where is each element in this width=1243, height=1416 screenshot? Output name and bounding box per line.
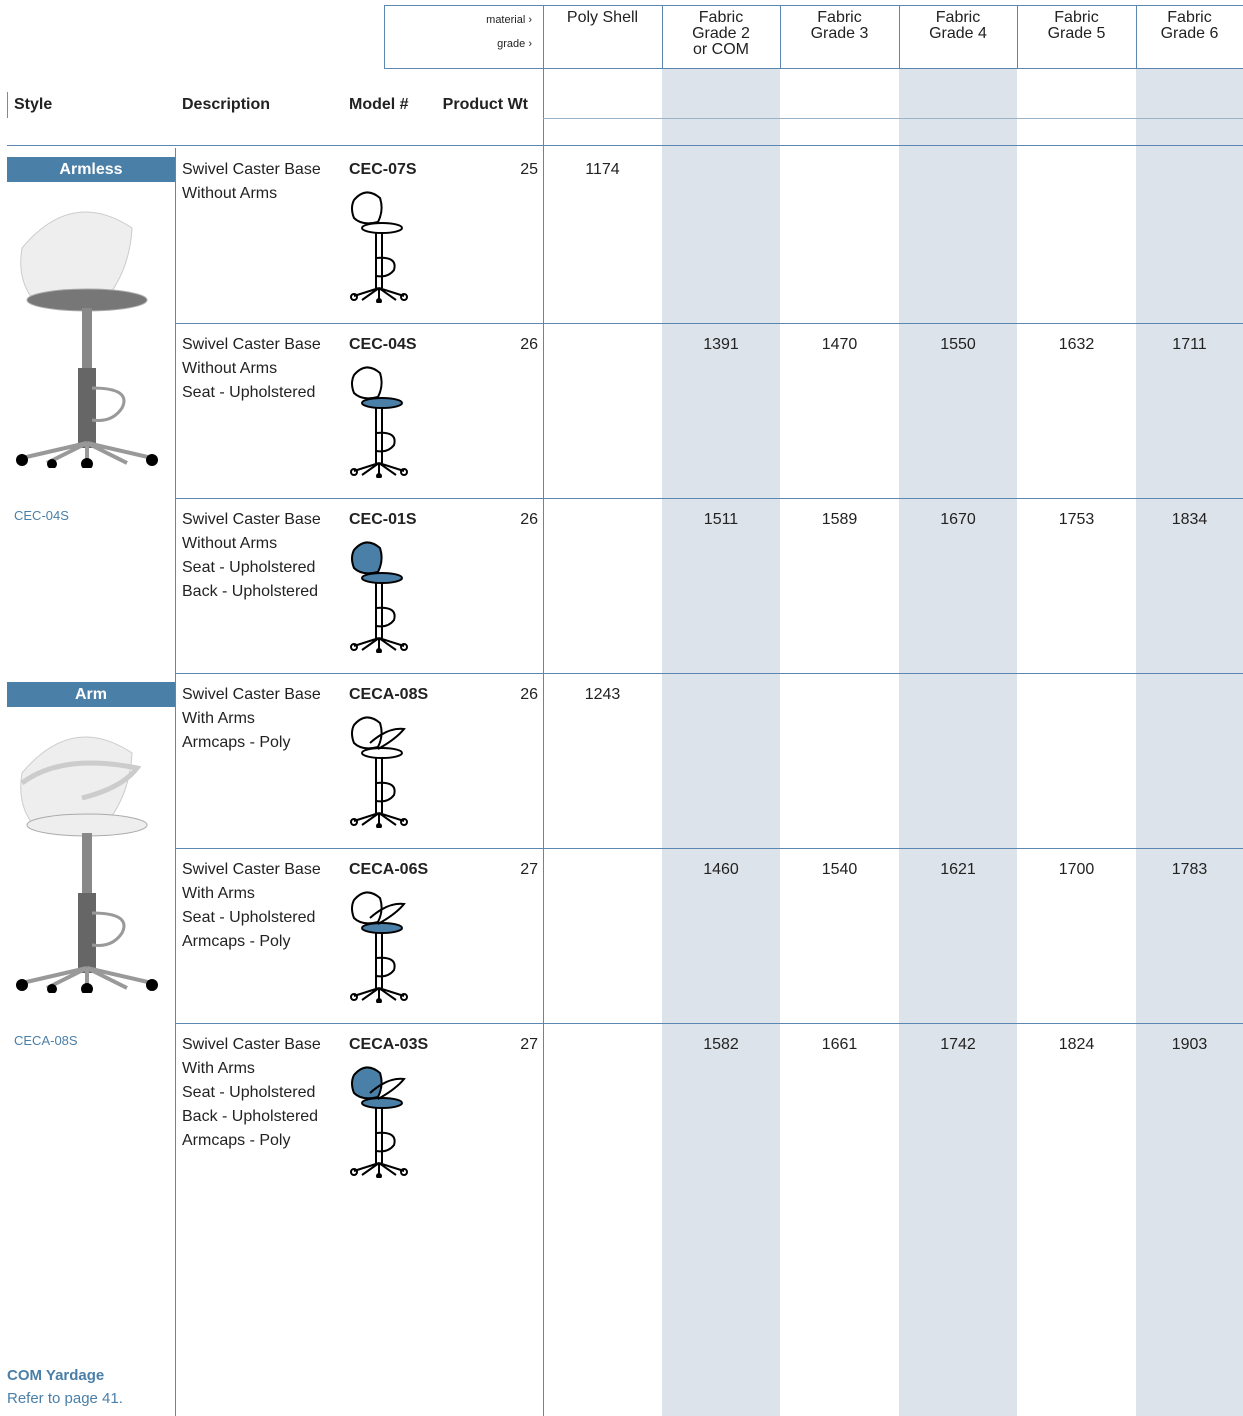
- price: 1753: [1058, 511, 1095, 528]
- price: 1700: [1058, 861, 1095, 878]
- price: 1632: [1058, 336, 1095, 353]
- style-tag: Armless: [7, 157, 175, 182]
- price: 1670: [940, 511, 976, 528]
- model-icon: [348, 713, 410, 833]
- chair-icon: [350, 191, 408, 304]
- price: 1742: [940, 1036, 976, 1053]
- price: 1391: [703, 336, 739, 353]
- price: 1824: [1058, 1036, 1095, 1053]
- price: 1711: [1172, 336, 1207, 353]
- column-shade: [899, 68, 1017, 1416]
- column-line: [662, 5, 663, 69]
- column-header: Fabric Grade 4: [929, 9, 987, 42]
- model: CECA-08S: [349, 686, 429, 703]
- weight: 26: [520, 336, 538, 353]
- price: 1550: [940, 336, 976, 353]
- column-title: Description: [182, 96, 271, 113]
- desc-line: [175, 148, 176, 1416]
- chair-icon: [350, 366, 408, 479]
- chair-icon: [350, 541, 408, 654]
- column-header: Fabric Grade 5: [1047, 9, 1106, 42]
- model-icon: [348, 188, 410, 308]
- column-shade: [662, 68, 780, 1416]
- model-icon: [348, 1063, 410, 1183]
- column-header: Poly Shell: [566, 9, 639, 26]
- price: 1460: [703, 861, 739, 878]
- image-caption: CEC-04S: [14, 508, 69, 523]
- header-line: [384, 5, 385, 69]
- column-line: [1017, 5, 1018, 69]
- column-title: Style: [14, 96, 53, 113]
- column-line: [1136, 5, 1137, 69]
- header-tick: [7, 92, 8, 118]
- row-line: [175, 848, 1243, 849]
- price: 1621: [940, 861, 976, 878]
- price: 1243: [584, 686, 621, 703]
- chair-photo: [16, 736, 158, 995]
- chair-photo: [16, 211, 158, 470]
- price: 1783: [1171, 861, 1208, 878]
- description: Swivel Caster Base With Arms Seat - Upho…: [182, 1036, 321, 1149]
- model-icon: [348, 888, 410, 1008]
- header-line: [543, 118, 1243, 119]
- footer-title: COM Yardage: [7, 1367, 105, 1384]
- weight: 26: [520, 511, 538, 528]
- weight: 27: [520, 861, 538, 878]
- chair-icon: [350, 891, 408, 1004]
- model: CECA-03S: [349, 1036, 429, 1053]
- column-line: [899, 5, 900, 69]
- chair-icon: [350, 1066, 408, 1179]
- weight: 25: [520, 161, 538, 178]
- model-icon: [348, 363, 410, 483]
- row-line: [175, 323, 1243, 324]
- price: 1582: [703, 1036, 739, 1053]
- column-header: Fabric Grade 6: [1160, 9, 1219, 42]
- price: 1834: [1171, 511, 1208, 528]
- weight: 26: [520, 686, 538, 703]
- column-line: [780, 5, 781, 69]
- header-line: [7, 145, 1243, 146]
- description: Swivel Caster Base With Arms Armcaps - P…: [182, 686, 321, 751]
- style-photo: [12, 188, 162, 473]
- image-caption: CECA-08S: [14, 1033, 78, 1048]
- model: CEC-01S: [349, 511, 417, 528]
- chair-icon: [350, 716, 408, 829]
- weight: 27: [520, 1036, 538, 1053]
- header-line: [384, 68, 1243, 69]
- price: 1661: [821, 1036, 858, 1053]
- model: CEC-07S: [349, 161, 417, 178]
- price: 1903: [1171, 1036, 1208, 1053]
- model-icon: [348, 538, 410, 658]
- column-shade: [1136, 68, 1243, 1416]
- price: 1511: [703, 511, 739, 528]
- description: Swivel Caster Base With Arms Seat - Upho…: [182, 861, 321, 950]
- grade-label: grade ›: [497, 38, 532, 50]
- description: Swivel Caster Base Without Arms Seat - U…: [182, 336, 321, 401]
- description: Swivel Caster Base Without Arms: [182, 161, 321, 202]
- price: 1470: [821, 336, 858, 353]
- row-line: [175, 498, 1243, 499]
- price: 1589: [821, 511, 858, 528]
- price: 1540: [821, 861, 858, 878]
- column-header: Fabric Grade 3: [810, 9, 869, 42]
- row-line: [175, 673, 1243, 674]
- style-tag: Arm: [7, 682, 175, 707]
- column-line: [543, 5, 544, 1416]
- price: 1174: [585, 161, 620, 178]
- column-title: Model #: [349, 96, 409, 113]
- style-photo: [12, 713, 162, 998]
- header-line: [384, 5, 1243, 6]
- model: CECA-06S: [349, 861, 429, 878]
- footer-note: Refer to page 41.: [7, 1390, 123, 1407]
- description: Swivel Caster Base Without Arms Seat - U…: [182, 511, 321, 600]
- column-header: Fabric Grade 2 or COM: [692, 9, 750, 58]
- column-title: Product Wt: [442, 96, 528, 113]
- row-line: [175, 1023, 1243, 1024]
- model: CEC-04S: [349, 336, 417, 353]
- material-label: material ›: [486, 14, 532, 26]
